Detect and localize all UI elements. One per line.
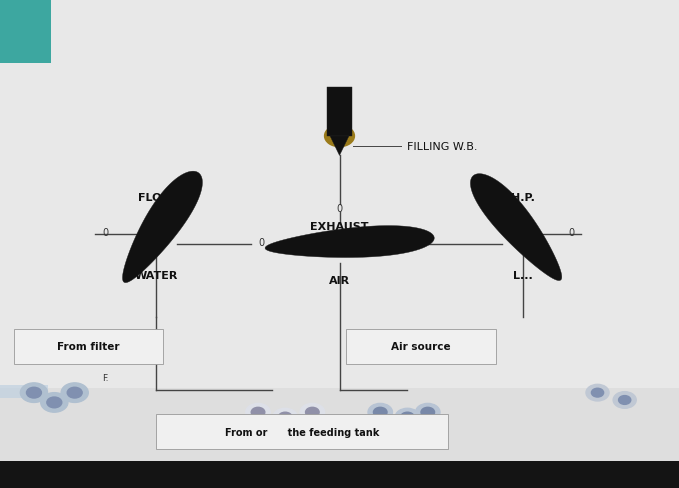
Text: From filter: From filter (57, 342, 120, 351)
Polygon shape (265, 226, 435, 258)
Text: 0: 0 (336, 204, 343, 214)
Text: AIR: AIR (329, 276, 350, 285)
Text: 0: 0 (258, 237, 265, 247)
Circle shape (510, 225, 536, 244)
Circle shape (20, 383, 48, 403)
FancyBboxPatch shape (0, 388, 679, 461)
Circle shape (591, 388, 604, 397)
Text: L...: L... (513, 271, 533, 281)
Circle shape (26, 387, 41, 398)
Circle shape (143, 225, 169, 244)
Circle shape (373, 407, 387, 417)
Text: From or      the feeding tank: From or the feeding tank (225, 427, 380, 437)
Circle shape (421, 407, 435, 417)
FancyBboxPatch shape (346, 329, 496, 364)
Text: H.P.: H.P. (511, 193, 535, 203)
Text: WATER: WATER (134, 271, 178, 281)
Polygon shape (122, 172, 202, 283)
Text: 0: 0 (102, 227, 109, 237)
Polygon shape (471, 174, 562, 281)
Circle shape (306, 407, 319, 417)
Polygon shape (330, 137, 349, 156)
FancyBboxPatch shape (327, 88, 352, 137)
Circle shape (416, 404, 440, 421)
Text: F.: F. (102, 374, 109, 383)
Circle shape (47, 397, 62, 408)
Circle shape (278, 412, 292, 422)
FancyBboxPatch shape (0, 461, 679, 488)
FancyBboxPatch shape (0, 386, 48, 398)
Circle shape (327, 235, 352, 253)
FancyBboxPatch shape (14, 329, 163, 364)
Circle shape (251, 407, 265, 417)
Text: Air source: Air source (391, 342, 451, 351)
Circle shape (325, 126, 354, 147)
Circle shape (67, 387, 82, 398)
Circle shape (61, 383, 88, 403)
Text: EXHAUST: EXHAUST (310, 222, 369, 232)
Circle shape (619, 396, 631, 405)
Circle shape (41, 393, 68, 412)
Circle shape (368, 404, 392, 421)
Text: 0: 0 (568, 227, 575, 237)
Circle shape (273, 408, 297, 426)
Circle shape (586, 385, 609, 401)
Circle shape (401, 412, 414, 422)
FancyBboxPatch shape (0, 0, 51, 63)
FancyBboxPatch shape (156, 414, 448, 449)
Circle shape (300, 404, 325, 421)
Circle shape (246, 404, 270, 421)
Text: FLOW: FLOW (139, 193, 174, 203)
Text: FILLING W.B.: FILLING W.B. (407, 142, 478, 151)
Circle shape (395, 408, 420, 426)
Circle shape (613, 392, 636, 408)
